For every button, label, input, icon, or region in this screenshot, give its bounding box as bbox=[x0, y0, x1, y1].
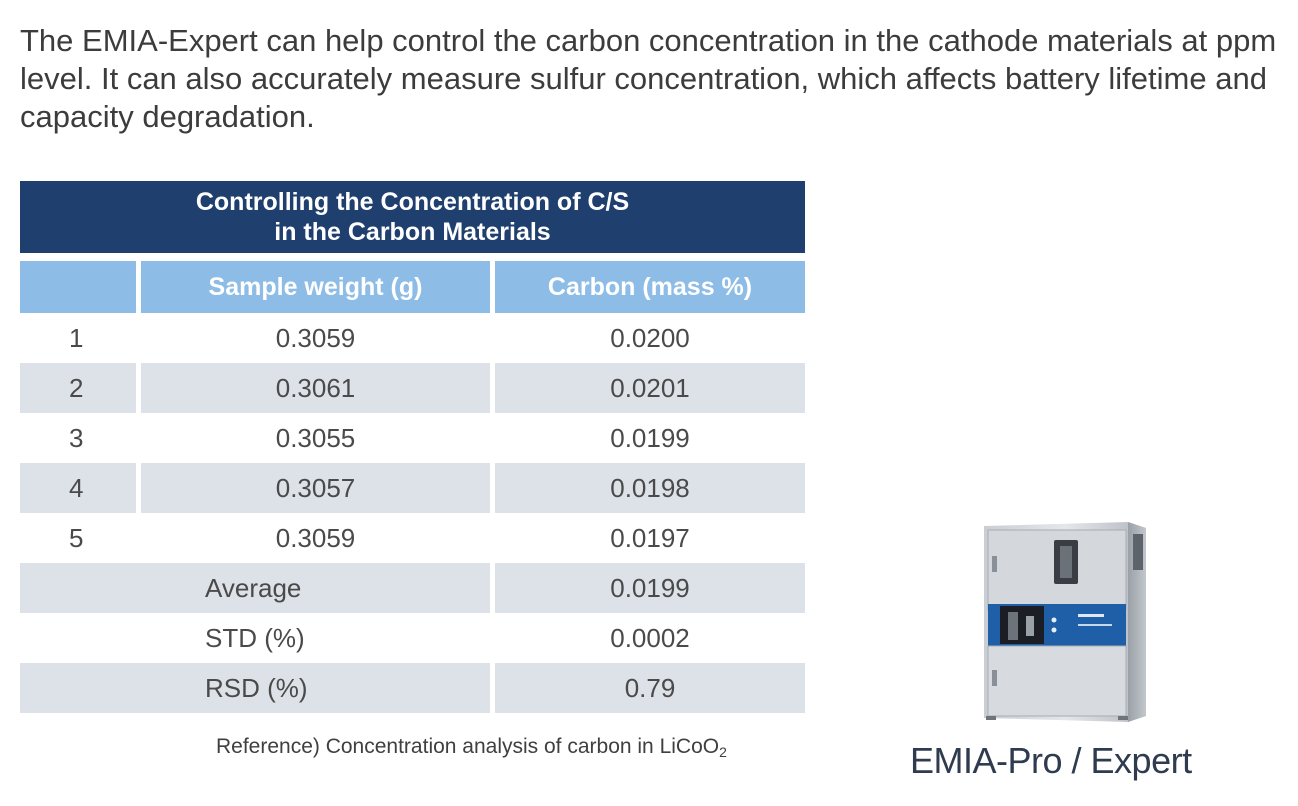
summary-row-rsd: RSD (%) 0.79 bbox=[20, 663, 805, 713]
summary-row-std: STD (%) 0.0002 bbox=[20, 613, 805, 663]
carbon-cell: 0.0197 bbox=[490, 513, 805, 563]
table-row: 2 0.3061 0.0201 bbox=[20, 363, 805, 413]
intro-paragraph: The EMIA-Expert can help control the car… bbox=[20, 23, 1277, 134]
column-header-carbon: Carbon (mass %) bbox=[490, 261, 805, 313]
table-row: 4 0.3057 0.0198 bbox=[20, 463, 805, 513]
table-caption: Reference) Concentration analysis of car… bbox=[216, 735, 727, 760]
summary-value: 0.0002 bbox=[490, 613, 805, 663]
caption-subscript: 2 bbox=[719, 744, 727, 760]
summary-label: RSD (%) bbox=[20, 663, 490, 713]
table-title: Controlling the Concentration of C/S in … bbox=[20, 181, 805, 261]
sample-weight-cell: 0.3055 bbox=[136, 413, 490, 463]
carbon-cell: 0.0201 bbox=[490, 363, 805, 413]
carbon-cell: 0.0200 bbox=[490, 313, 805, 363]
results-table: Controlling the Concentration of C/S in … bbox=[20, 181, 805, 713]
table-row: 1 0.3059 0.0200 bbox=[20, 313, 805, 363]
sample-weight-cell: 0.3059 bbox=[136, 313, 490, 363]
row-number: 3 bbox=[69, 422, 84, 453]
summary-label: Average bbox=[20, 563, 490, 613]
sample-weight-cell: 0.3059 bbox=[136, 513, 490, 563]
analyzer-instrument-photo bbox=[978, 520, 1150, 729]
sample-weight-cell: 0.3057 bbox=[136, 463, 490, 513]
table-row: 3 0.3055 0.0199 bbox=[20, 413, 805, 463]
row-number: 4 bbox=[20, 463, 136, 513]
carbon-cell: 0.0198 bbox=[490, 463, 805, 513]
table-row: 5 0.3059 0.0197 bbox=[20, 513, 805, 563]
table-title-line-2: in the Carbon Materials bbox=[274, 218, 551, 246]
column-header-index bbox=[20, 261, 136, 313]
column-header-sample-weight: Sample weight (g) bbox=[136, 261, 490, 313]
analyzer-instrument-illustration bbox=[984, 522, 1146, 722]
summary-value: 0.79 bbox=[490, 663, 805, 713]
summary-value: 0.0199 bbox=[490, 563, 805, 613]
row-number: 5 bbox=[69, 522, 84, 553]
table-title-line-1: Controlling the Concentration of C/S bbox=[195, 188, 630, 216]
summary-row-average: Average 0.0199 bbox=[20, 563, 805, 613]
row-number: 2 bbox=[20, 363, 136, 413]
row-number: 1 bbox=[69, 322, 84, 353]
caption-text: Reference) Concentration analysis of car… bbox=[216, 735, 720, 758]
carbon-cell: 0.0199 bbox=[490, 413, 805, 463]
summary-label: STD (%) bbox=[205, 622, 305, 653]
product-name: EMIA-Pro / Expert bbox=[910, 740, 1192, 781]
sample-weight-cell: 0.3061 bbox=[136, 363, 490, 413]
